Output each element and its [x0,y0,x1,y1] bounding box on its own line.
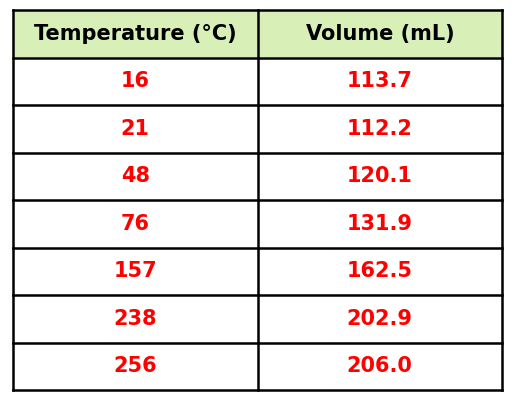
Text: 256: 256 [113,356,157,376]
Text: 157: 157 [113,261,157,281]
Bar [13,10,502,58]
Bar [13,295,502,342]
Text: 16: 16 [121,71,150,91]
Text: 113.7: 113.7 [347,71,413,91]
Bar [13,200,502,248]
Text: 112.2: 112.2 [347,119,413,139]
Text: Volume (mL): Volume (mL) [305,24,454,44]
Text: 162.5: 162.5 [347,261,413,281]
Text: 120.1: 120.1 [347,166,413,186]
Text: 238: 238 [113,309,157,329]
Bar [13,342,502,390]
Text: 202.9: 202.9 [347,309,413,329]
Bar [13,58,502,105]
Bar [13,105,502,152]
Text: 21: 21 [121,119,150,139]
Text: 76: 76 [121,214,150,234]
Text: 48: 48 [121,166,150,186]
Text: 131.9: 131.9 [347,214,413,234]
Text: Temperature (°C): Temperature (°C) [34,24,236,44]
Text: 206.0: 206.0 [347,356,413,376]
Bar [13,248,502,295]
Bar [13,152,502,200]
